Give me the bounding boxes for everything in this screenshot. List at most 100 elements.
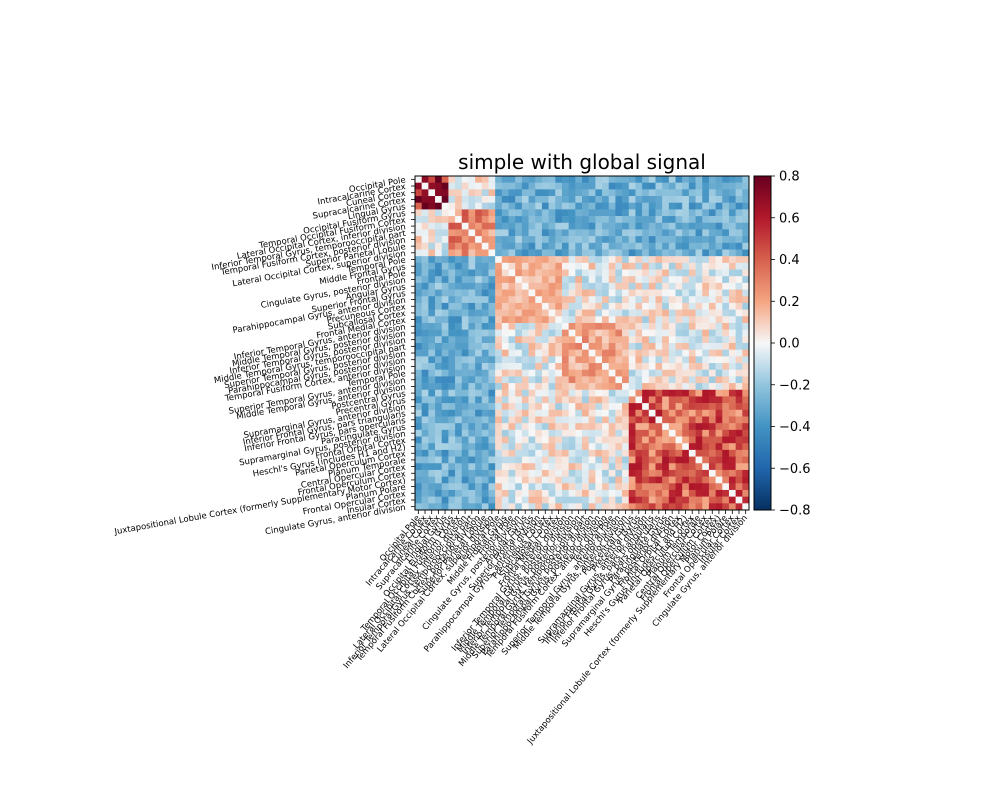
heatmap-cell bbox=[448, 456, 456, 464]
heatmap-cell bbox=[575, 383, 583, 391]
heatmap-cell bbox=[648, 222, 656, 230]
heatmap-cell bbox=[702, 369, 710, 377]
heatmap-cell bbox=[521, 209, 529, 217]
heatmap-cell bbox=[481, 222, 489, 230]
heatmap-cell bbox=[508, 496, 516, 504]
heatmap-cell bbox=[735, 469, 743, 477]
heatmap-cell bbox=[628, 409, 636, 417]
heatmap-cell bbox=[455, 369, 463, 377]
heatmap-cell bbox=[648, 316, 656, 324]
heatmap-cell bbox=[715, 356, 723, 364]
heatmap-cell bbox=[668, 456, 676, 464]
heatmap-cell bbox=[428, 363, 436, 371]
heatmap-cell bbox=[501, 369, 509, 377]
heatmap-cell bbox=[448, 449, 456, 457]
heatmap-cell bbox=[448, 429, 456, 437]
heatmap-cell bbox=[662, 503, 670, 511]
heatmap-cell bbox=[575, 343, 583, 350]
heatmap-cell bbox=[668, 436, 676, 444]
heatmap-cell bbox=[688, 389, 696, 397]
heatmap-cell bbox=[742, 269, 750, 277]
heatmap-cell bbox=[675, 176, 683, 183]
heatmap-cell bbox=[622, 196, 630, 204]
heatmap-cell bbox=[421, 396, 429, 404]
heatmap-cell bbox=[555, 229, 563, 237]
heatmap-cell bbox=[635, 282, 643, 290]
heatmap-cell bbox=[521, 396, 529, 404]
heatmap-cell bbox=[415, 182, 422, 190]
heatmap-cell bbox=[488, 309, 496, 317]
heatmap-cell bbox=[501, 289, 509, 297]
heatmap-cell bbox=[461, 416, 469, 424]
heatmap-cell bbox=[668, 449, 676, 457]
heatmap-cell bbox=[488, 423, 496, 431]
heatmap-cell bbox=[735, 336, 743, 344]
heatmap-cell bbox=[555, 383, 563, 391]
heatmap-cell bbox=[688, 423, 696, 431]
heatmap-cell bbox=[561, 182, 569, 190]
heatmap-cell bbox=[602, 336, 610, 344]
heatmap-cell bbox=[428, 196, 436, 204]
heatmap-cell bbox=[715, 282, 723, 290]
heatmap-cell bbox=[508, 216, 516, 224]
heatmap-cell bbox=[582, 209, 589, 217]
heatmap-cell bbox=[635, 316, 643, 324]
heatmap-cell bbox=[568, 349, 576, 357]
heatmap-cell bbox=[528, 209, 536, 217]
heatmap-cell bbox=[541, 476, 549, 484]
heatmap-cell bbox=[628, 476, 636, 484]
heatmap-cell bbox=[468, 343, 476, 350]
heatmap-cell bbox=[415, 343, 422, 350]
heatmap-cell bbox=[421, 229, 429, 237]
heatmap-cell bbox=[642, 483, 650, 491]
heatmap-cell bbox=[595, 396, 603, 404]
heatmap-cell bbox=[541, 209, 549, 217]
heatmap-cell bbox=[508, 236, 516, 244]
heatmap-cell bbox=[501, 256, 509, 264]
heatmap-cell bbox=[508, 469, 516, 477]
heatmap-cell bbox=[602, 463, 610, 471]
heatmap-cell bbox=[541, 229, 549, 237]
heatmap-cell bbox=[528, 403, 536, 411]
heatmap-cell bbox=[642, 423, 650, 431]
heatmap-cell bbox=[708, 189, 716, 197]
heatmap-cell bbox=[488, 483, 496, 491]
heatmap-cell bbox=[675, 182, 683, 190]
heatmap-cell bbox=[648, 369, 656, 377]
heatmap-cell bbox=[715, 196, 723, 204]
heatmap-cell bbox=[448, 476, 456, 484]
heatmap-cell bbox=[521, 436, 529, 444]
heatmap-cell bbox=[688, 249, 696, 257]
heatmap-cell bbox=[615, 196, 623, 204]
heatmap-cell bbox=[588, 322, 596, 330]
heatmap-cell bbox=[735, 409, 743, 417]
heatmap-cell bbox=[555, 276, 563, 284]
heatmap-cell bbox=[582, 262, 589, 270]
colorbar-tick-label: 0.4 bbox=[779, 253, 800, 268]
heatmap-cell bbox=[715, 336, 723, 344]
heatmap-cell bbox=[475, 429, 483, 437]
heatmap-cell bbox=[695, 396, 703, 404]
heatmap-cell bbox=[615, 403, 623, 411]
heatmap-cell bbox=[742, 289, 750, 297]
heatmap-cell bbox=[708, 489, 716, 497]
heatmap-cell bbox=[708, 316, 716, 324]
heatmap-cell bbox=[682, 182, 690, 190]
heatmap-cell bbox=[508, 189, 516, 197]
heatmap-cell bbox=[628, 322, 636, 330]
heatmap-cell bbox=[515, 309, 523, 317]
heatmap-cell bbox=[475, 249, 483, 257]
heatmap-cell bbox=[708, 242, 716, 250]
heatmap-cell bbox=[662, 376, 670, 384]
heatmap-cell bbox=[715, 256, 723, 264]
heatmap-cell bbox=[488, 469, 496, 477]
heatmap-cell bbox=[548, 423, 556, 431]
heatmap-cell bbox=[475, 456, 483, 464]
heatmap-cell bbox=[455, 236, 463, 244]
heatmap-cell bbox=[421, 489, 429, 497]
heatmap-cell bbox=[688, 242, 696, 250]
heatmap-cell bbox=[622, 483, 630, 491]
heatmap-cell bbox=[421, 216, 429, 224]
heatmap-cell bbox=[495, 309, 503, 317]
heatmap-cell bbox=[501, 443, 509, 451]
